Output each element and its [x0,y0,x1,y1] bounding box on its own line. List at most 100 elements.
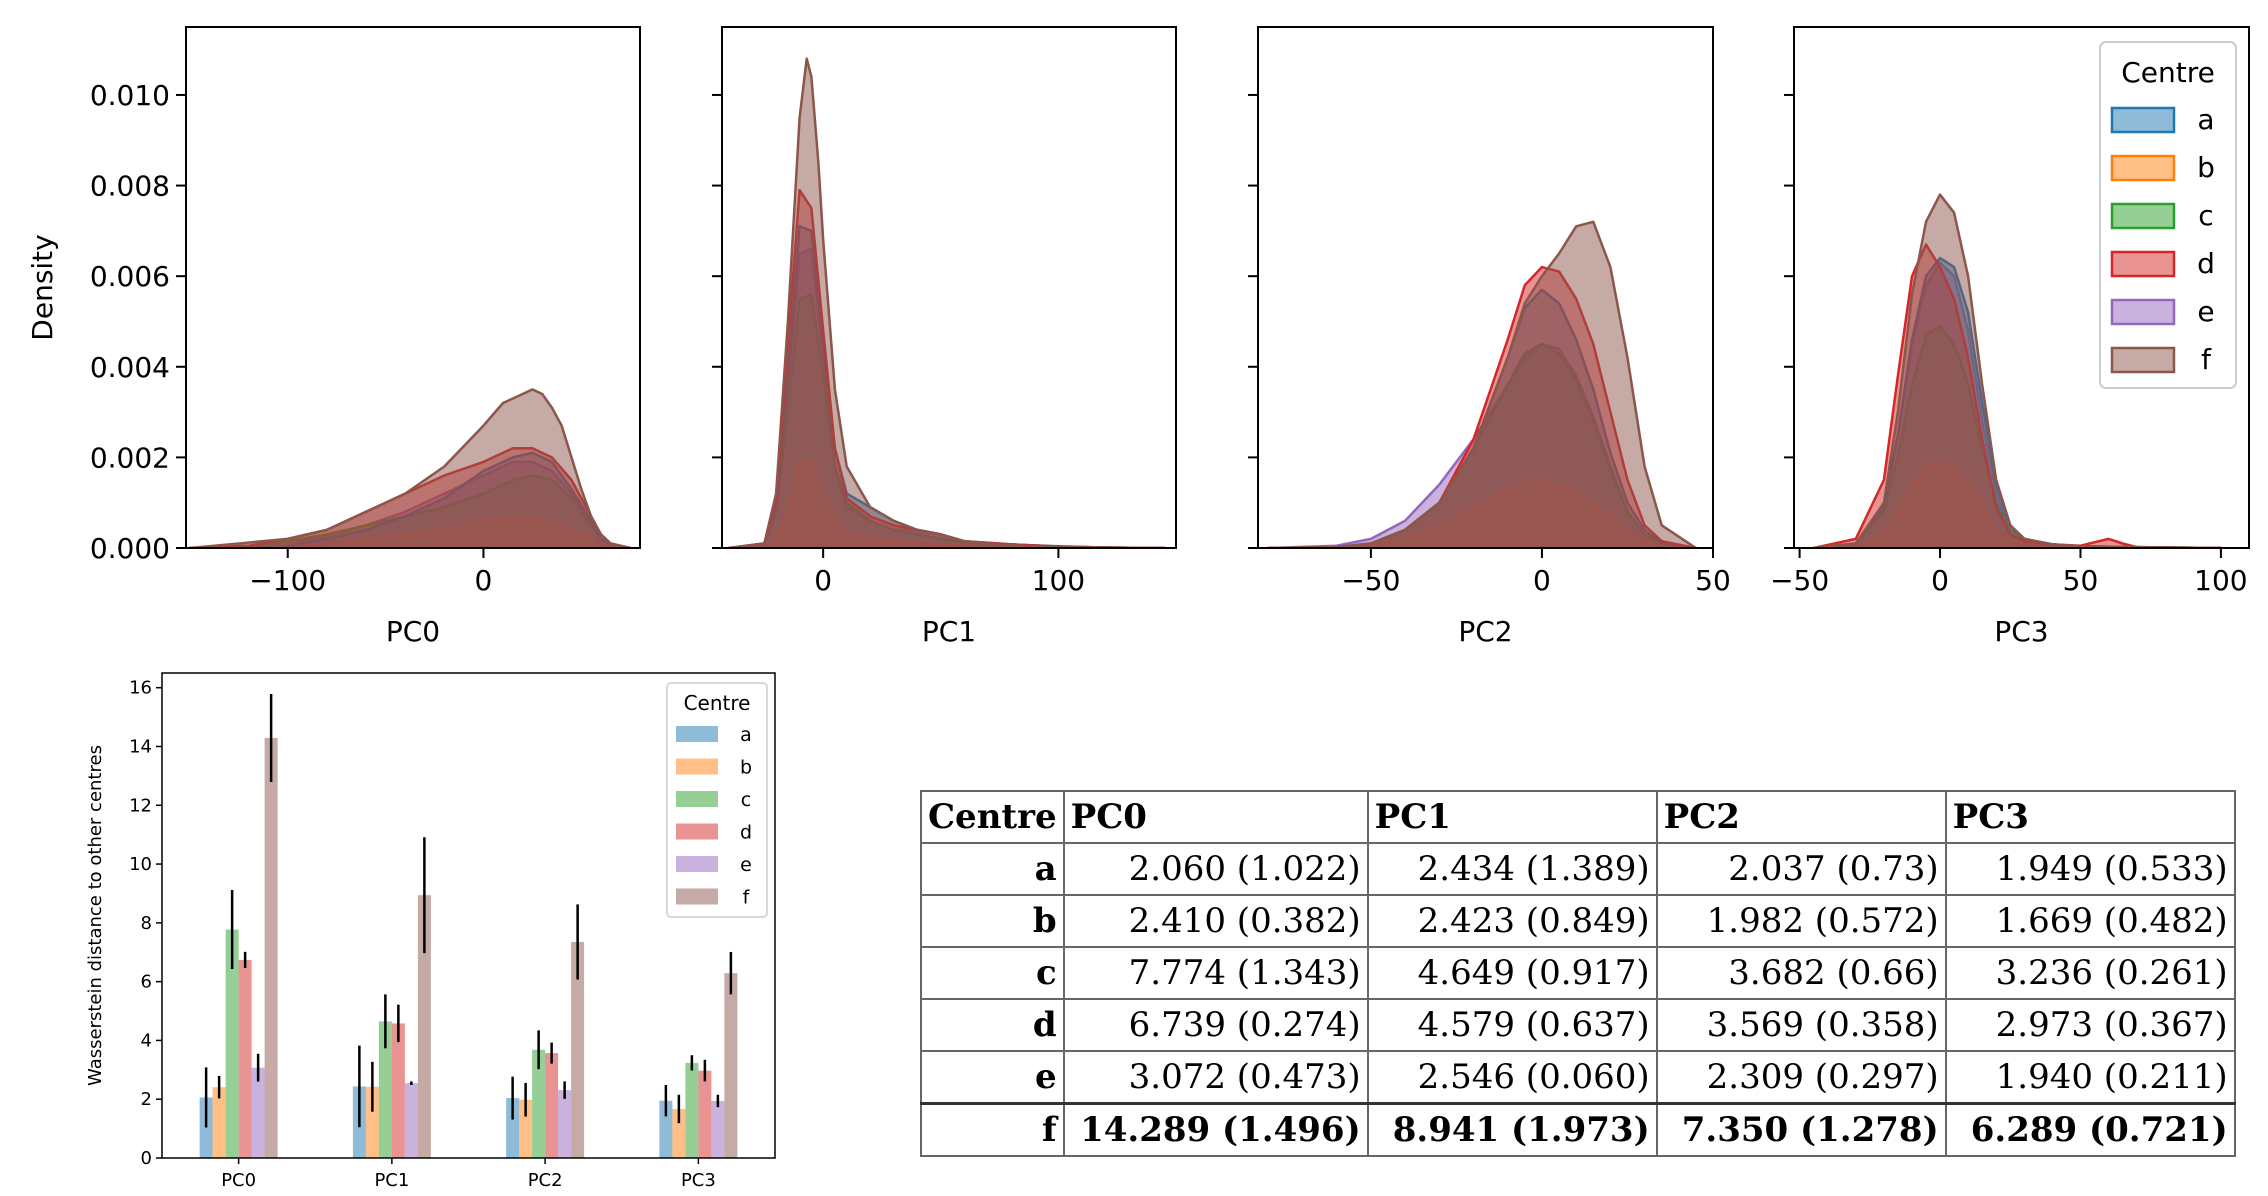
bar-b-pc1 [365,1086,379,1158]
bar-f-pc1 [417,895,431,1158]
table-cell: 2.309 (0.297) [1655,1050,1947,1105]
table-row: b 2.410 (0.382) 2.423 (0.849) 1.982 (0.5… [920,894,2236,948]
y-tick-label: 12 [129,795,152,816]
y-tick-label: 0.004 [90,351,170,384]
table-cell: 2.423 (0.849) [1366,894,1658,948]
table-row-centre: a [920,842,1065,896]
x-tick-label: −50 [1770,564,1829,597]
x-tick-label: PC3 [681,1170,716,1191]
legend-label-f: f [743,887,751,909]
bar-a-pc3 [659,1100,673,1158]
table-header-row: Centre PC0 PC1 PC2 PC3 [920,790,2236,844]
x-tick-label: 100 [2194,564,2247,597]
bar-e-pc1 [404,1083,418,1158]
legend-swatch-a [2110,106,2176,134]
legend-swatch-f [676,888,718,905]
bar-d-pc3 [698,1070,712,1158]
y-tick-label: 14 [129,736,152,757]
x-tick-label: PC2 [528,1170,563,1191]
legend-label-b: b [2197,151,2215,184]
bar-d-pc0 [238,959,252,1158]
table-cell: 4.579 (0.637) [1366,998,1658,1052]
table-cell: 2.037 (0.73) [1655,842,1947,896]
table-cell: 2.060 (1.022) [1062,842,1369,896]
y-tick-label: 10 [129,854,152,875]
legend-swatch-d [676,823,718,840]
legend-label-e: e [2197,295,2214,328]
legend-title: Centre [2121,56,2215,89]
bar-c-pc0 [225,929,239,1158]
table-cell: 6.739 (0.274) [1062,998,1369,1052]
table-row-centre: e [920,1050,1065,1105]
table-header-centre: Centre [920,790,1065,844]
legend-label-e: e [740,854,752,876]
legend-title: Centre [684,691,751,715]
table-cell: 1.949 (0.533) [1944,842,2236,896]
legend-swatch-c [676,791,718,807]
table-row-centre: c [920,946,1065,1000]
x-axis-title: PC2 [1458,615,1512,648]
kde-panel-pc0: 0.000 0.002 0.004 0.006 0.008 0.010 −100 0 PC0 De… [26,26,641,648]
bar-e-pc3 [711,1100,725,1158]
y-tick-label: 0.010 [90,79,170,112]
table-cell: 3.682 (0.66) [1655,946,1947,1000]
y-axis-title: Density [26,234,59,340]
x-tick-label: 0 [814,564,832,597]
kde-frame [185,26,641,549]
table-cell: 6.289 (0.721) [1944,1102,2236,1157]
bar-chart: 0 2 4 6 8 10 12 14 16 PC0 PC1 PC2 PC3 Wasserstein dis… [85,672,776,1191]
legend-swatch-c [2110,202,2176,230]
x-tick-label: 0 [1533,564,1551,597]
kde-areas [1267,220,1698,548]
table-row-centre: d [920,998,1065,1052]
table-cell: 1.982 (0.572) [1655,894,1947,948]
kde-panel-pc2: −50 0 50 PC2 [1248,26,1731,648]
x-tick-label: 0 [1931,564,1949,597]
bar-f-pc3 [724,973,738,1158]
y-tick-label: 0 [141,1148,152,1169]
x-axis-title: PC0 [386,615,440,648]
legend-label-c: c [741,789,751,811]
bar-b-pc3 [672,1108,686,1158]
legend-label-f: f [2201,343,2212,376]
bar-d-pc1 [391,1023,405,1158]
table-header-pc0: PC0 [1062,790,1369,844]
legend-label-a: a [2197,103,2214,136]
table-cell: 8.941 (1.973) [1366,1102,1658,1157]
y-tick-label: 8 [141,913,152,934]
legend-swatch-b [676,758,718,775]
x-tick-label: 50 [1695,564,1731,597]
legend-label-d: d [740,822,752,844]
bar-c-pc2 [532,1049,546,1158]
table-cell: 2.434 (1.389) [1366,842,1658,896]
x-tick-label: PC0 [221,1170,256,1191]
x-tick-label: PC1 [374,1170,409,1191]
table-cell: 1.669 (0.482) [1944,894,2236,948]
y-tick-label: 0.006 [90,260,170,293]
kde-area-f [1267,220,1698,548]
bar-c-pc1 [378,1021,392,1158]
legend-swatch-e [2110,298,2176,326]
table-cell: 3.569 (0.358) [1655,998,1947,1052]
bar-f-pc2 [571,941,585,1158]
y-tick-label: 0.008 [90,170,170,203]
legend-label-b: b [740,757,752,779]
table-row: d 6.739 (0.274) 4.579 (0.637) 3.569 (0.3… [920,998,2236,1052]
kde-areas [727,57,1166,548]
kde-area-f [727,57,1166,548]
kde-areas [1812,193,2223,548]
legend-swatch-b [2110,154,2176,182]
bar-c-pc3 [685,1062,699,1158]
y-tick-label: 16 [129,678,152,699]
table-header-pc3: PC3 [1944,790,2236,844]
kde-areas [188,388,632,548]
bar-e-pc0 [251,1067,265,1158]
legend-swatch-f [2110,346,2176,374]
bar-b-pc2 [519,1099,533,1158]
y-axis-title: Wasserstein distance to other centres [85,745,106,1086]
bar-d-pc2 [545,1053,559,1158]
kde-area-f [188,388,632,548]
table-cell: 2.546 (0.060) [1366,1050,1658,1105]
